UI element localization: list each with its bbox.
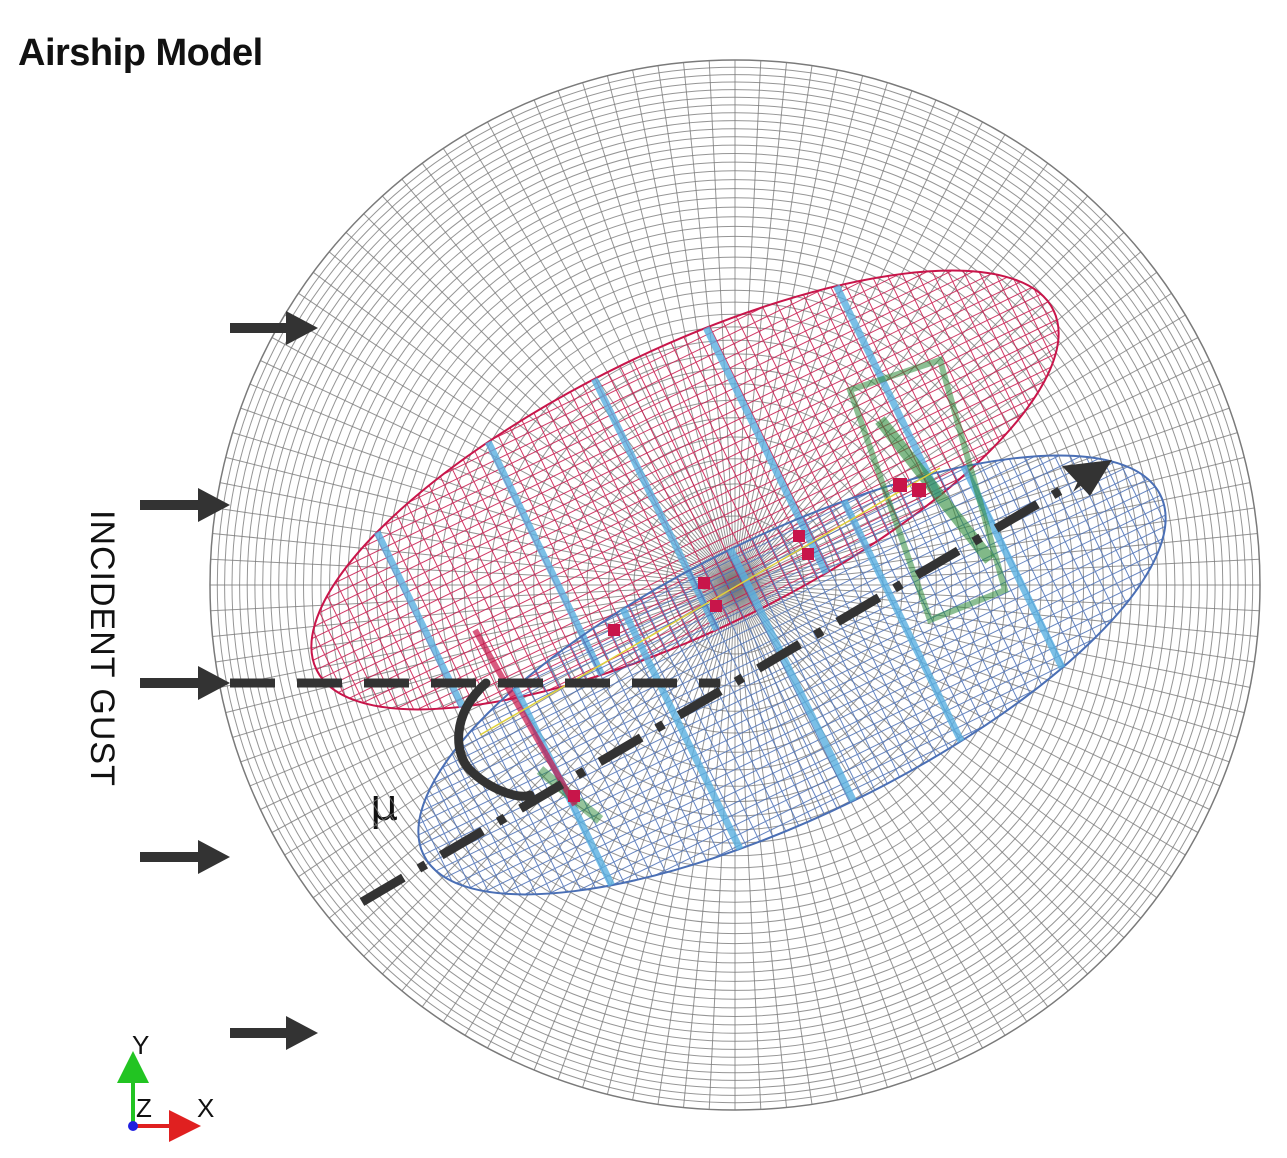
hull-frame-ring (833, 284, 943, 498)
gust-arrow-shaft (230, 1028, 290, 1038)
gust-arrow-head (198, 840, 230, 874)
gust-arrow-shaft (140, 852, 202, 862)
mu-angle-arc (454, 678, 535, 801)
coordinate-triad (117, 1051, 201, 1142)
hull-frame-ring (840, 499, 965, 743)
gust-arrow-shaft (230, 323, 290, 333)
axis-z-dot (128, 1121, 138, 1131)
hull-frame-ring (373, 530, 466, 709)
incident-gust-arrows (140, 311, 318, 1050)
hull-axis-arrowhead-fill (1062, 460, 1112, 496)
gust-arrow-shaft (140, 500, 202, 510)
gust-arrow-head (286, 311, 318, 345)
red-connector-strut (472, 628, 578, 807)
gust-arrow-head (198, 666, 230, 700)
green-fin-upper (846, 356, 1009, 624)
axis-x-label: X (197, 1093, 215, 1123)
hull-axis-dashdot-line (359, 478, 1078, 906)
gust-arrow-shaft (140, 678, 202, 688)
hull-frame-ring (727, 547, 857, 803)
hull-frame-ring (619, 607, 744, 851)
hull-frame-ring (703, 326, 830, 575)
fin-connectors (472, 356, 1009, 824)
gust-arrow-head (286, 1016, 318, 1050)
red-node-markers (568, 478, 926, 802)
green-fin-band (875, 416, 995, 564)
domain-mesh (209, 59, 1261, 1111)
diagram-title: Airship Model (18, 32, 263, 74)
upper-hull-outline (310, 269, 1060, 711)
axis-z-label: Z (136, 1093, 152, 1123)
gust-arrow-head (198, 488, 230, 522)
incident-gust-label: INCIDENT GUST (83, 510, 121, 787)
upper-hull (255, 184, 1115, 796)
